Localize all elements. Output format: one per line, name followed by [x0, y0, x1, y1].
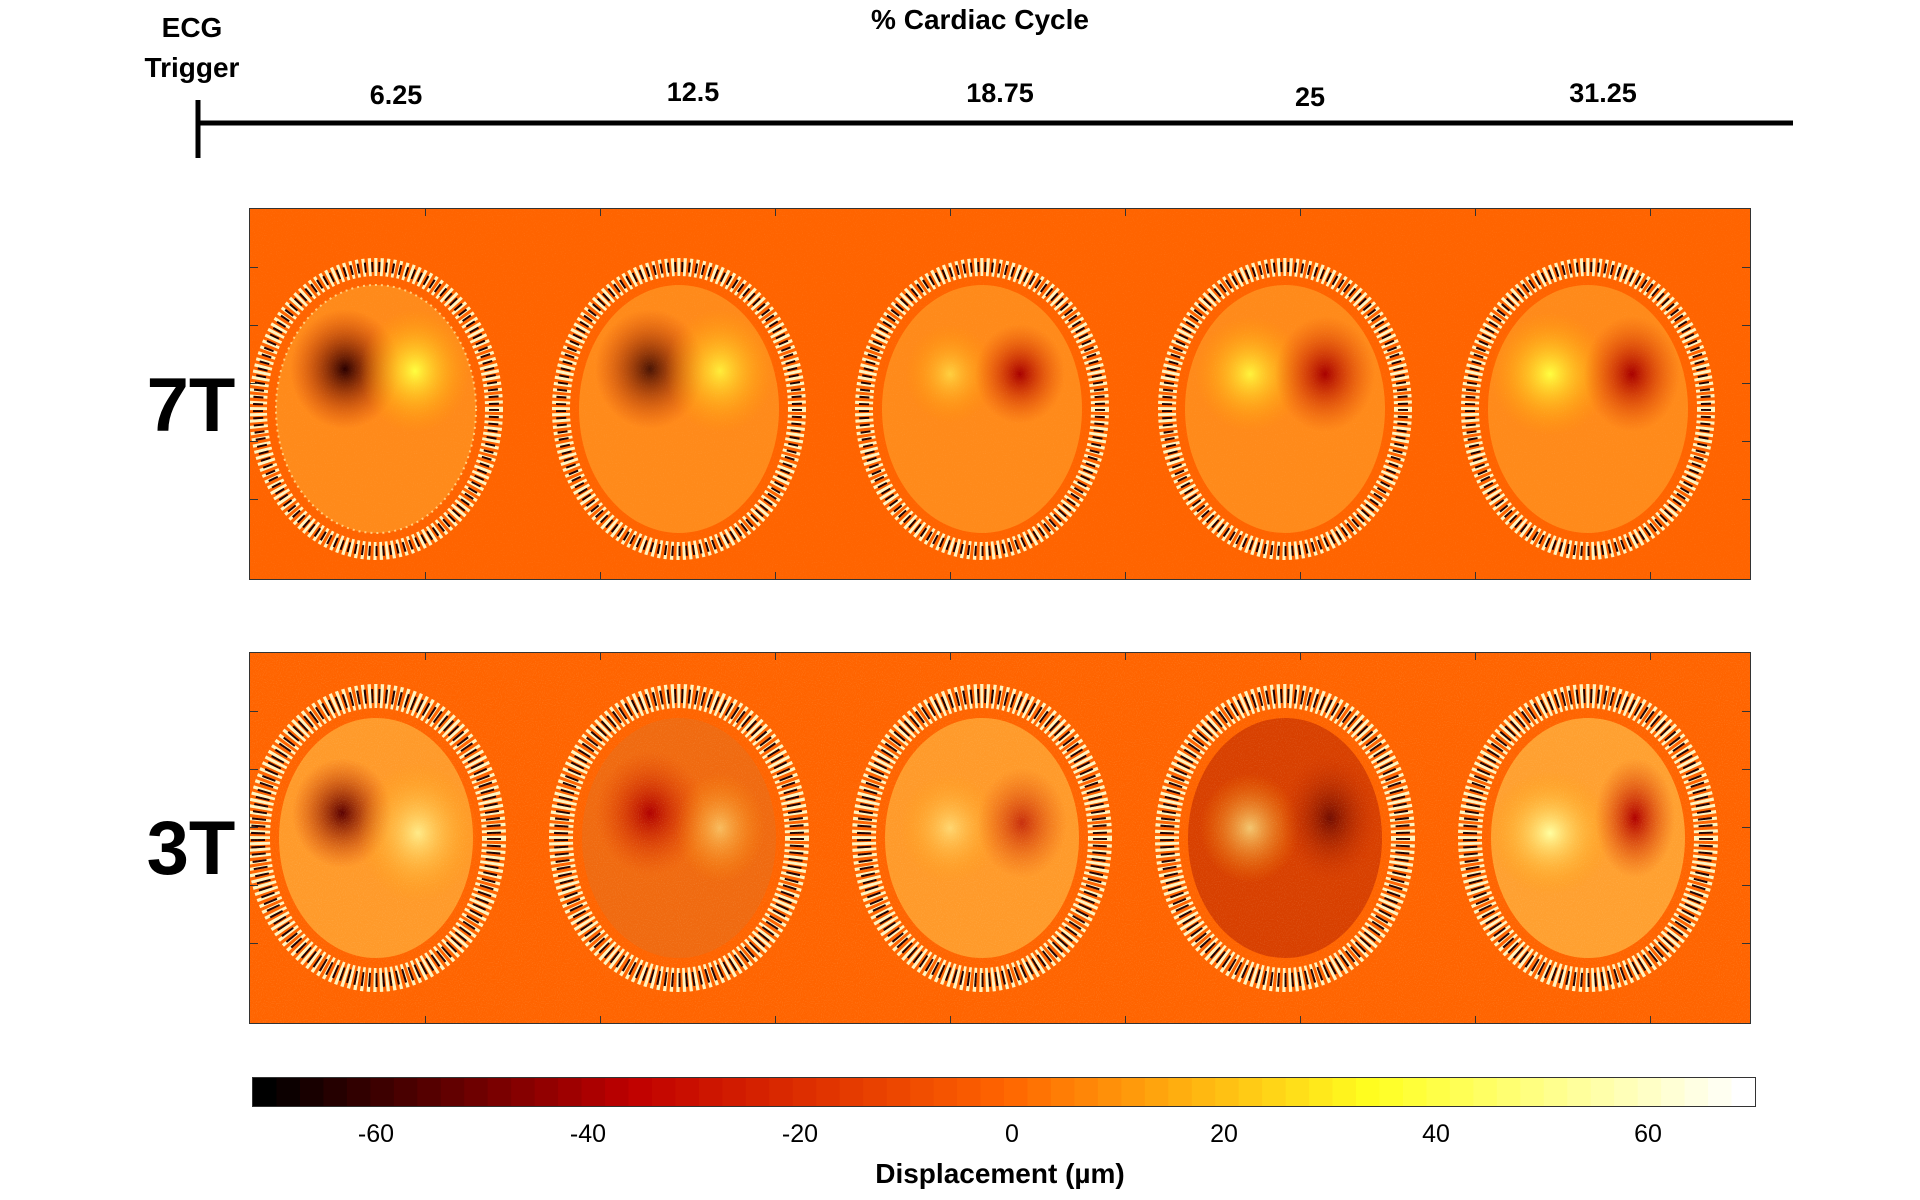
- colorbar-step: [651, 1078, 677, 1106]
- colorbar-step: [745, 1078, 770, 1106]
- brain-maps-3t: [250, 653, 1750, 1023]
- row-label-7t: 7T: [146, 363, 236, 448]
- colorbar-step: [323, 1078, 348, 1106]
- colorbar-tick-6: 40: [1422, 1120, 1450, 1148]
- colorbar-step: [933, 1078, 958, 1106]
- colorbar-step: [1309, 1078, 1334, 1106]
- colorbar-step: [1708, 1078, 1733, 1106]
- colorbar-step: [1262, 1078, 1287, 1106]
- colorbar-step: [1004, 1078, 1029, 1106]
- colorbar-step: [276, 1078, 301, 1106]
- colorbar-step: [440, 1078, 465, 1106]
- colorbar-step: [1684, 1078, 1709, 1106]
- colorbar-step: [1168, 1078, 1193, 1106]
- colorbar-tick-2: -40: [569, 1120, 607, 1148]
- colorbar-step: [253, 1078, 278, 1106]
- brain-maps-7t: [250, 209, 1750, 579]
- displacement-colorbar: [252, 1077, 1756, 1107]
- colorbar-step: [675, 1078, 700, 1106]
- colorbar-step: [839, 1078, 864, 1106]
- ecg-trigger-label: ECG Trigger: [132, 8, 252, 88]
- colorbar-step: [1449, 1078, 1474, 1106]
- colorbar-step: [464, 1078, 489, 1106]
- colorbar-step: [816, 1078, 841, 1106]
- colorbar-step: [957, 1078, 982, 1106]
- colorbar-step: [910, 1078, 935, 1106]
- colorbar-step: [1731, 1078, 1755, 1106]
- colorbar-step: [1637, 1078, 1662, 1106]
- colorbar-step: [1590, 1078, 1615, 1106]
- colorbar-step: [863, 1078, 888, 1106]
- colorbar-step: [1473, 1078, 1498, 1106]
- colorbar-step: [1567, 1078, 1592, 1106]
- colorbar-step: [1496, 1078, 1521, 1106]
- colorbar-step: [1121, 1078, 1146, 1106]
- colorbar-step: [558, 1078, 583, 1106]
- image-panel-7t: [249, 208, 1751, 580]
- colorbar-step: [792, 1078, 817, 1106]
- image-panel-3t: [249, 652, 1751, 1024]
- colorbar-step: [1614, 1078, 1639, 1106]
- colorbar-step: [534, 1078, 559, 1106]
- colorbar-step: [1520, 1078, 1545, 1106]
- ecg-trigger-text: ECG Trigger: [144, 12, 240, 83]
- colorbar-step: [980, 1078, 1005, 1106]
- colorbar-step: [487, 1078, 512, 1106]
- colorbar-step: [769, 1078, 794, 1106]
- colorbar-step: [1661, 1078, 1686, 1106]
- colorbar-step: [1543, 1078, 1568, 1106]
- colorbar-tick-3: -20: [781, 1120, 819, 1148]
- colorbar-step: [417, 1078, 442, 1106]
- colorbar-step: [299, 1078, 325, 1106]
- colorbar-step: [1074, 1078, 1099, 1106]
- colorbar-tick-1: -60: [357, 1120, 395, 1148]
- colorbar-step: [1215, 1078, 1240, 1106]
- colorbar-step: [1426, 1078, 1451, 1106]
- colorbar-step: [1050, 1078, 1076, 1106]
- phase-label-4: 25: [1294, 82, 1326, 112]
- colorbar-tick-4: 0: [1005, 1120, 1019, 1148]
- colorbar-step: [886, 1078, 911, 1106]
- colorbar-step: [370, 1078, 395, 1106]
- timeline-axis: [195, 100, 1793, 158]
- colorbar-step: [1191, 1078, 1216, 1106]
- colorbar-step: [1097, 1078, 1122, 1106]
- colorbar-step: [698, 1078, 723, 1106]
- colorbar-step: [393, 1078, 418, 1106]
- colorbar-step: [1356, 1078, 1381, 1106]
- colorbar-step: [1379, 1078, 1404, 1106]
- colorbar-step: [511, 1078, 536, 1106]
- phase-label-5: 31.25: [1569, 78, 1637, 108]
- colorbar-step: [1027, 1078, 1052, 1106]
- colorbar-step: [605, 1078, 630, 1106]
- cardiac-cycle-title: % Cardiac Cycle: [871, 4, 1089, 35]
- colorbar-step: [1332, 1078, 1357, 1106]
- colorbar-gradient: [253, 1078, 1755, 1106]
- colorbar-tick-5: 20: [1210, 1120, 1238, 1148]
- colorbar-tick-7: 60: [1634, 1120, 1662, 1148]
- colorbar-step: [722, 1078, 747, 1106]
- colorbar-label: Displacement (µm): [875, 1158, 1125, 1189]
- row-label-3t: 3T: [146, 806, 236, 891]
- phase-label-3: 18.75: [966, 78, 1034, 108]
- colorbar-step: [1402, 1078, 1428, 1106]
- colorbar-step: [346, 1078, 371, 1106]
- phase-label-1: 6.25: [369, 80, 423, 110]
- colorbar-step: [1144, 1078, 1169, 1106]
- colorbar-step: [1285, 1078, 1310, 1106]
- colorbar-step: [581, 1078, 606, 1106]
- colorbar-step: [1238, 1078, 1263, 1106]
- colorbar-step: [628, 1078, 653, 1106]
- phase-label-2: 12.5: [666, 77, 720, 107]
